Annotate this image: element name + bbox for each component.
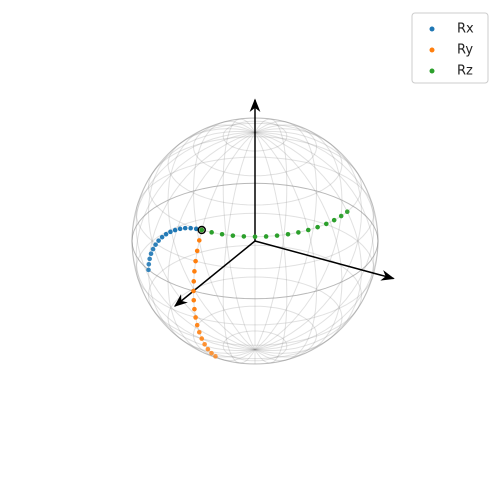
point	[182, 225, 188, 231]
point	[188, 225, 193, 231]
point	[205, 346, 211, 352]
latitude	[192, 117, 318, 177]
latitude	[222, 330, 288, 362]
point	[150, 246, 156, 252]
point	[296, 230, 301, 235]
point	[196, 238, 202, 243]
point	[193, 315, 198, 320]
latitude	[135, 156, 375, 270]
point	[193, 258, 198, 264]
meridian	[167, 124, 343, 358]
initial-state	[197, 225, 206, 235]
point	[202, 341, 207, 347]
point	[191, 279, 197, 284]
point	[192, 269, 197, 274]
point	[199, 227, 205, 233]
legend-box	[411, 12, 489, 84]
point	[344, 209, 350, 215]
latitude	[222, 120, 288, 152]
point	[191, 297, 197, 303]
point	[146, 262, 152, 267]
latitude	[192, 305, 318, 365]
legend-marker	[429, 47, 435, 53]
legend-marker	[429, 68, 435, 74]
axes	[174, 98, 395, 307]
latitude	[131, 182, 379, 300]
legend-label: Ry	[457, 43, 473, 58]
legend: Rx Ry Rz	[411, 12, 489, 84]
points	[146, 209, 350, 359]
point	[199, 336, 205, 341]
axis-arrow	[254, 240, 395, 281]
point	[156, 238, 161, 243]
meridian	[147, 128, 363, 354]
point	[177, 226, 183, 232]
meridian	[222, 118, 288, 364]
point	[241, 234, 247, 239]
legend-marker	[429, 26, 435, 32]
point	[230, 233, 236, 238]
point	[163, 231, 169, 237]
meridian	[222, 118, 288, 364]
latitude	[147, 244, 363, 346]
point	[315, 224, 320, 230]
meridian	[135, 131, 375, 351]
point	[209, 230, 214, 235]
point	[194, 248, 200, 254]
point	[172, 227, 178, 233]
legend-label: Rz	[457, 64, 473, 79]
sphere-wireframe	[131, 117, 379, 365]
meridian	[135, 131, 375, 351]
point	[274, 233, 280, 238]
point	[196, 329, 202, 335]
point	[323, 221, 329, 227]
legend-label: Rx	[457, 22, 474, 37]
point	[147, 256, 152, 262]
point	[219, 231, 225, 237]
point	[191, 288, 196, 294]
point	[159, 234, 165, 240]
point	[193, 226, 199, 232]
axis-arrow	[174, 240, 256, 307]
point	[168, 229, 173, 235]
point	[305, 227, 311, 233]
point	[209, 350, 214, 356]
latitude	[167, 122, 343, 206]
point	[194, 322, 200, 328]
meridian	[131, 131, 379, 351]
point	[338, 213, 344, 219]
point	[331, 217, 337, 223]
point	[148, 251, 154, 257]
point	[213, 354, 218, 359]
latitude	[135, 212, 375, 326]
latitude	[167, 276, 343, 360]
meridian	[167, 124, 343, 358]
point	[153, 242, 158, 247]
point	[285, 231, 291, 237]
point	[146, 267, 151, 273]
point	[263, 234, 269, 239]
point	[192, 306, 197, 312]
point	[252, 234, 258, 240]
